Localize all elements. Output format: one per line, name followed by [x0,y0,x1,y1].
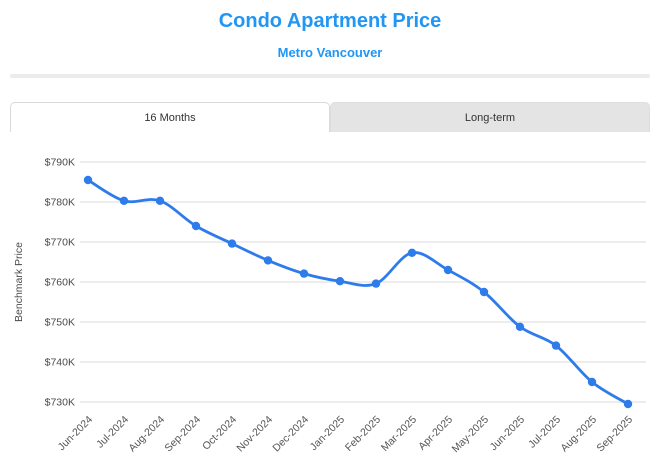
line-chart-svg: $790K $780K $770K $760K $750K $740K $730K Bench… [13,157,646,456]
x-tick-label: Jul-2024 [94,414,131,451]
data-point[interactable] [299,269,309,278]
y-tick-label: $770K [45,237,75,249]
chart-header: Condo Apartment Price Metro Vancouver [0,0,660,61]
data-points [83,175,633,409]
x-tick-label: Jan-2025 [308,414,348,454]
data-point[interactable] [479,287,489,297]
y-tick-label: $790K [45,157,75,169]
data-point[interactable] [407,248,417,257]
benchmark-price-line-chart: $790K $780K $770K $760K $750K $740K $730K Bench… [0,132,660,474]
x-tick-label: Jul-2025 [526,414,563,451]
page-subtitle: Metro Vancouver [277,45,383,60]
x-tick-label: Sep-2024 [162,414,203,455]
y-tick-label: $750K [45,317,75,329]
data-point[interactable] [83,175,93,185]
data-point[interactable] [551,341,561,350]
x-tick-label: Nov-2024 [234,414,275,455]
y-tick-label: $780K [45,197,75,209]
x-tick-label: Oct-2024 [200,414,239,453]
data-point[interactable] [587,377,597,387]
data-point[interactable] [227,239,237,248]
data-point[interactable] [623,399,633,409]
tab-16-months[interactable]: 16 Months [10,102,330,132]
price-line [86,178,630,406]
x-axis-labels: Jun-2024 Jul-2024Aug-2024Sep-2024Oct-2024… [56,414,636,456]
data-point[interactable] [191,221,201,231]
data-point[interactable] [119,196,129,205]
data-point[interactable] [371,279,381,288]
x-tick-label: Aug-2025 [558,414,599,455]
tab-16-months-label: 16 Months [144,111,196,124]
data-point[interactable] [335,277,345,286]
gridlines [80,161,646,403]
x-tick-label: Feb-2025 [343,414,383,454]
y-axis-labels: $790K $780K $770K $760K $750K $740K $730K [45,157,75,409]
x-tick-label: Mar-2025 [379,414,419,454]
data-point[interactable] [443,265,453,275]
x-tick-label: Jun-2025 [488,414,528,454]
page-title: Condo Apartment Price [218,10,442,32]
y-tick-label: $760K [45,277,75,289]
tab-long-term-label: Long-term [464,111,516,124]
data-point[interactable] [515,322,525,331]
period-tab-bar: 16 Months Long-term [10,102,650,132]
header-divider [10,74,650,78]
tab-long-term[interactable]: Long-term [330,102,650,132]
data-point[interactable] [263,256,273,265]
x-tick-label: Aug-2024 [126,414,167,455]
y-tick-label: $740K [45,357,75,369]
x-tick-label: Dec-2024 [270,414,311,455]
x-tick-label: Sep-2025 [594,414,635,455]
data-point[interactable] [155,196,165,205]
y-tick-label: $730K [45,397,75,409]
y-axis-title: Benchmark Price [13,242,25,322]
x-tick-label: May-2025 [450,414,492,456]
x-tick-label: Jun-2024 [56,414,96,454]
